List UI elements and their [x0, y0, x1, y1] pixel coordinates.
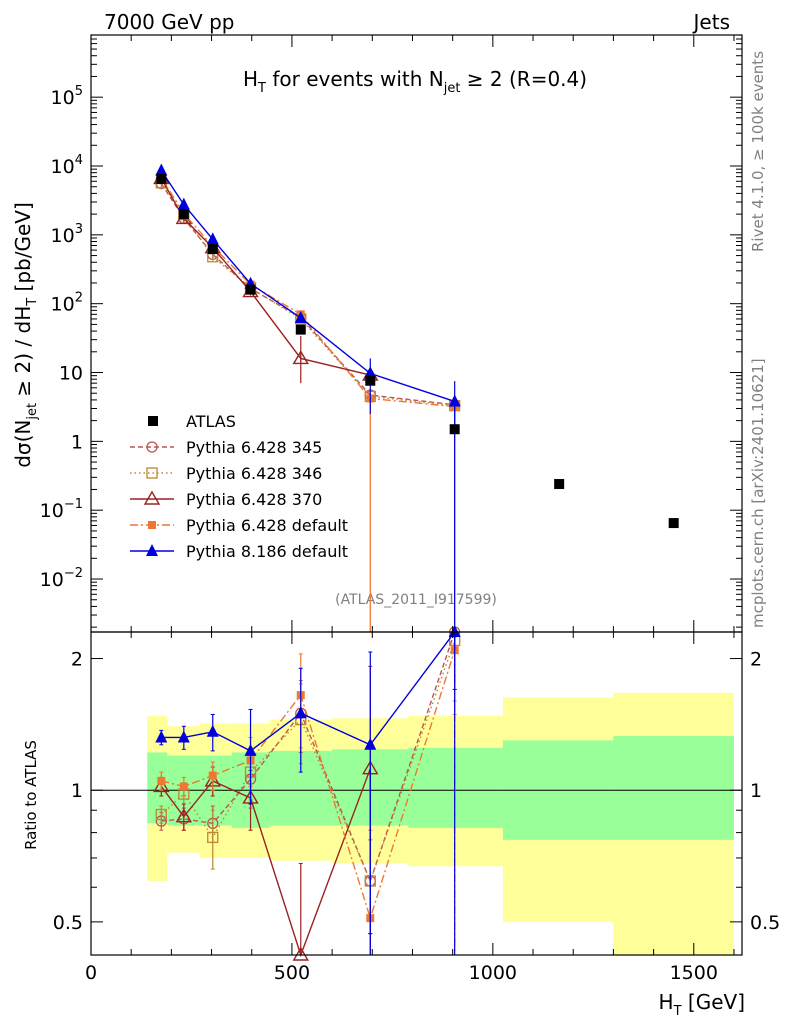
series-line-ratio	[160, 768, 371, 958]
legend-item-2: Pythia 6.428 370	[130, 490, 322, 509]
series-line-main	[160, 183, 455, 406]
x-tick-label: 0	[85, 962, 97, 984]
plot-title: HT for events with Njet ≥ 2 (R=0.4)	[243, 67, 587, 96]
ratio-tick-label-left: 2	[71, 649, 83, 671]
legend-marker	[146, 467, 158, 479]
series-point-ratio	[157, 776, 166, 785]
series-point-ratio	[155, 730, 168, 743]
series-point-ratio	[155, 808, 167, 821]
y-tick-label: 10−2	[40, 566, 83, 591]
y-tick-label: 104	[51, 153, 83, 178]
ratio-panel-frame	[90, 631, 743, 956]
x-tick-label: 500	[274, 962, 310, 984]
legend-item-1: Pythia 6.428 346	[130, 464, 322, 483]
atlas-data-point	[295, 324, 306, 335]
series-point-ratio	[153, 778, 170, 793]
legend-marker	[148, 416, 158, 426]
side-text-rivet: Rivet 4.1.0, ≥ 100k events	[749, 51, 767, 252]
series-line-main	[160, 178, 371, 376]
atlas-data-point	[156, 173, 167, 184]
ratio-tick-label-left: 0.5	[53, 912, 83, 934]
y-tick-label: 10−1	[40, 497, 83, 522]
atlas-data-point	[668, 518, 679, 529]
atlas-data-point	[554, 479, 565, 490]
legend-item-0: Pythia 6.428 345	[130, 438, 322, 457]
legend-label: Pythia 6.428 345	[186, 438, 322, 457]
series-point-ratio	[179, 782, 188, 791]
analysis-id: (ATLAS_2011_I917599)	[335, 592, 497, 608]
x-axis-label: HT [GeV]	[659, 990, 745, 1019]
stat-uncertainty-band	[147, 752, 168, 824]
legend-marker	[148, 521, 156, 529]
y-tick-label: 1	[71, 431, 83, 453]
side-text-mcplots: mcplots.cern.ch [arXiv:2401.10621]	[749, 358, 767, 628]
series-line-main	[160, 177, 455, 408]
header-right: Jets	[692, 10, 730, 34]
series-point-ratio	[208, 771, 217, 780]
y-axis-label: dσ(Njet ≥ 2) / dHT [pb/GeV]	[11, 202, 40, 468]
atlas-data-point	[178, 209, 189, 220]
legend-label: Pythia 8.186 default	[186, 542, 348, 561]
legend-label: Pythia 6.428 default	[186, 516, 348, 535]
legend-marker	[146, 544, 158, 556]
y-tick-label: 105	[51, 84, 83, 109]
atlas-data-point	[207, 244, 218, 255]
series-line-main	[160, 170, 455, 403]
series-point-ratio	[207, 831, 219, 844]
stat-uncertainty-band	[613, 736, 734, 840]
series-point-ratio	[206, 724, 219, 737]
series-point-ratio	[177, 730, 190, 743]
legend-label: Pythia 6.428 370	[186, 490, 322, 509]
ratio-y-axis-label: Ratio to ATLAS	[22, 740, 40, 850]
y-tick-label: 102	[51, 291, 83, 316]
series-point-ratio	[294, 706, 307, 719]
series-point-ratio	[364, 737, 377, 750]
legend-marker	[143, 490, 161, 505]
atlas-data-point	[245, 284, 256, 295]
ratio-tick-label-right: 1	[750, 780, 762, 802]
stat-uncertainty-band	[408, 747, 503, 828]
series-line-main	[160, 182, 455, 407]
series-point-ratio	[244, 743, 257, 756]
legend-item-4: Pythia 8.186 default	[130, 542, 348, 561]
atlas-data-point	[449, 424, 460, 435]
ratio-tick-label-right: 0.5	[750, 912, 780, 934]
legend-label: ATLAS	[186, 412, 236, 431]
y-tick-label: 103	[51, 222, 83, 247]
legend-label: Pythia 6.428 346	[186, 464, 322, 483]
legend-marker	[146, 441, 158, 453]
atlas-data-point	[365, 375, 376, 386]
ratio-tick-label-right: 2	[750, 649, 762, 671]
x-tick-label: 1000	[469, 962, 517, 984]
ratio-tick-label-left: 1	[71, 780, 83, 802]
legend-item-atlas: ATLAS	[148, 412, 236, 431]
legend-item-3: Pythia 6.428 default	[130, 516, 348, 535]
y-tick-label: 10	[59, 363, 83, 385]
header-left: 7000 GeV pp	[104, 10, 235, 34]
series-point-ratio	[292, 946, 309, 961]
series-point-ratio	[175, 808, 193, 823]
x-tick-label: 1500	[670, 962, 718, 984]
